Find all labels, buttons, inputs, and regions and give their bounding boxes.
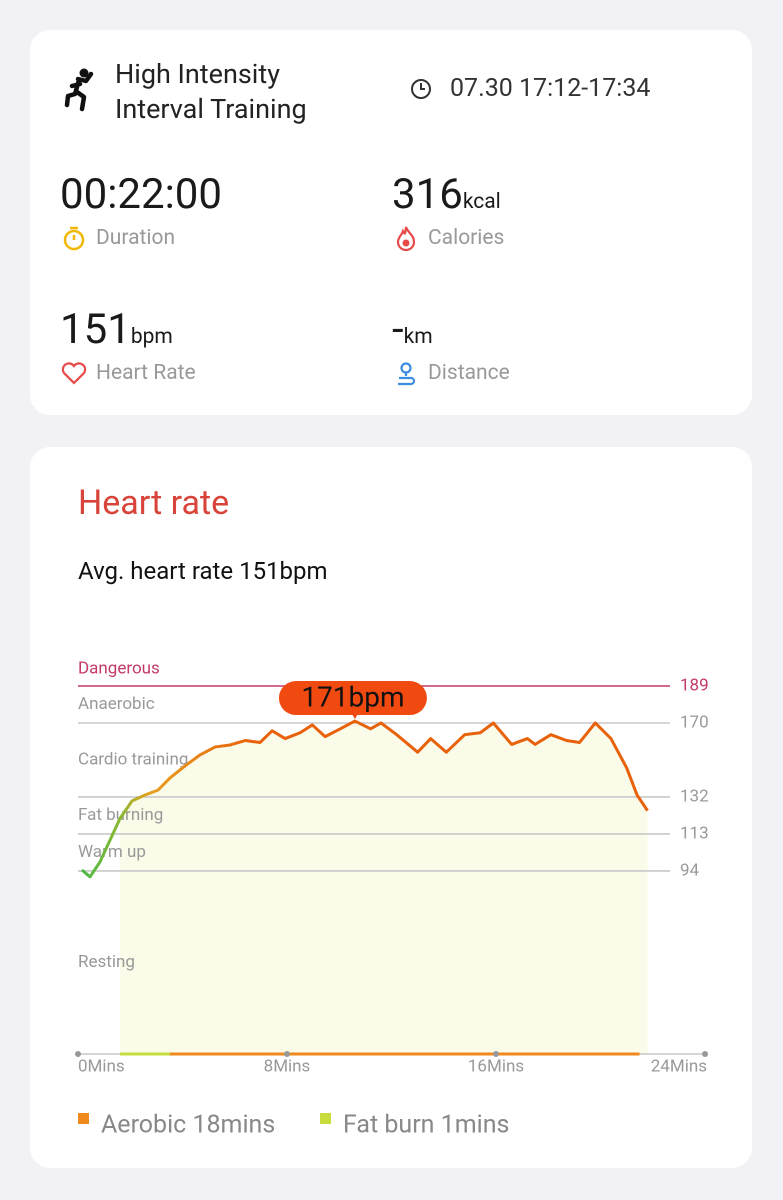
workout-title: Interval Training <box>115 93 307 125</box>
stat-value: - <box>392 305 404 354</box>
average-text: Avg. heart rate 151bpm <box>78 557 328 585</box>
workout-time: 07.30 17:12-17:34 <box>450 74 651 103</box>
annotation-box <box>278 681 427 716</box>
y-tick-label: 189 <box>680 675 709 695</box>
y-tick-label: 170 <box>680 712 709 732</box>
y-tick-label: 132 <box>680 786 709 806</box>
card-title: Heart rate <box>78 483 230 523</box>
zone-label: Dangerous <box>78 658 160 678</box>
stat-value: 151 <box>60 305 131 354</box>
x-tick <box>702 1051 708 1057</box>
stat: -km <box>392 305 433 354</box>
zone-label: Resting <box>78 952 135 972</box>
distance-icon <box>398 362 416 386</box>
stat-label: Distance <box>428 361 510 385</box>
calories-icon <box>396 226 416 251</box>
duration-icon <box>63 226 85 251</box>
heart-icon <box>61 362 87 385</box>
x-tick-label: 0Mins <box>78 1056 125 1076</box>
zone-label: Warm up <box>78 842 146 862</box>
x-tick-label: 16Mins <box>468 1056 524 1076</box>
stat-label: Heart Rate <box>96 361 196 385</box>
legend-marker <box>78 1113 89 1124</box>
y-tick-label: 113 <box>680 823 709 843</box>
x-tick <box>493 1051 499 1057</box>
heart-rate-line <box>80 719 649 879</box>
x-tick-label: 8Mins <box>264 1056 311 1076</box>
zone-label: Anaerobic <box>78 694 155 714</box>
stat: 151bpm <box>60 305 173 354</box>
stat-label: Duration <box>96 226 176 250</box>
stat-value: 316 <box>392 170 463 219</box>
legend-label: Fat burn 1mins <box>343 1111 509 1140</box>
stat: 316kcal <box>392 170 501 219</box>
area <box>120 721 648 1054</box>
workout-title: High Intensity <box>115 58 280 90</box>
zone-label: Cardio training <box>78 749 188 769</box>
stat-unit: km <box>403 325 433 349</box>
annotation-label: 171bpm <box>301 680 404 713</box>
stat-value: 00:22:00 <box>60 170 222 219</box>
x-tick <box>75 1051 81 1057</box>
stat-unit: bpm <box>130 325 173 349</box>
legend-label: Aerobic 18mins <box>101 1111 275 1140</box>
summary-card: High Intensity Interval Training 07.30 1… <box>30 30 752 415</box>
legend-marker <box>320 1113 331 1124</box>
workout-icon <box>64 68 94 112</box>
x-tick-label: 24Mins <box>651 1056 707 1076</box>
stat-label: Calories <box>428 226 505 250</box>
x-tick <box>284 1051 290 1057</box>
clock-icon <box>411 79 431 99</box>
y-tick-label: 94 <box>680 860 700 880</box>
stat-unit: kcal <box>462 190 501 214</box>
